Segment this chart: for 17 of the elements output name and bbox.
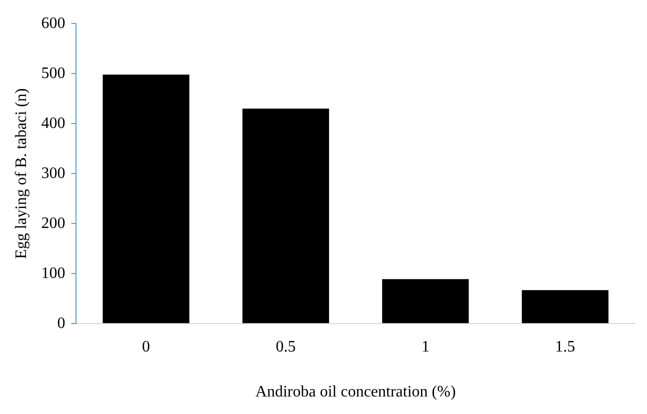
y-axis-title: Egg laying of B. tabaci (n): [12, 88, 30, 259]
y-tick-label: 200: [41, 214, 66, 232]
x-tick-label: 1: [421, 338, 430, 356]
x-tick-label: 1.5: [555, 338, 576, 356]
x-tick-label: 0: [142, 338, 150, 356]
y-tick-label: 600: [41, 14, 66, 32]
y-tick-label: 100: [41, 264, 66, 282]
y-tick-label: 400: [41, 114, 66, 132]
bar: [522, 290, 608, 324]
x-tick-label: 0.5: [276, 338, 296, 356]
y-tick-label: 0: [57, 314, 66, 332]
bar: [102, 74, 190, 324]
y-tick-label: 300: [41, 164, 66, 182]
bar: [382, 279, 469, 324]
x-axis-title: Andiroba oil concentration (%): [255, 384, 456, 401]
bar: [242, 108, 330, 324]
y-tick-label: 500: [41, 64, 66, 82]
